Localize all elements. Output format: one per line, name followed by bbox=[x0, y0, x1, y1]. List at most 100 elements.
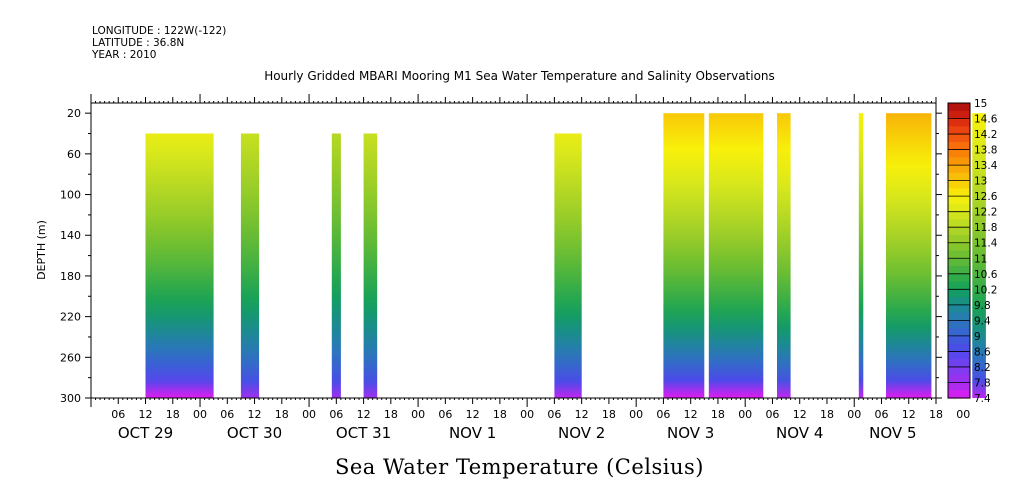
x-day-label: NOV 3 bbox=[667, 424, 714, 442]
x-hour-label: 18 bbox=[493, 408, 507, 421]
colorbar-label: 14.6 bbox=[974, 114, 998, 126]
y-axis: 20 60 100 140 180 220 260 300 bbox=[60, 107, 942, 405]
data-segment bbox=[886, 113, 932, 398]
colorbar-swatch bbox=[948, 141, 970, 151]
chart-title: Hourly Gridded MBARI Mooring M1 Sea Wate… bbox=[264, 69, 775, 83]
y-tick-label: 100 bbox=[60, 189, 81, 202]
x-day-label: OCT 30 bbox=[227, 424, 282, 442]
x-hour-label: 00 bbox=[738, 408, 752, 421]
colorbar-label: 13.4 bbox=[974, 160, 998, 172]
x-hour-label: 06 bbox=[874, 408, 888, 421]
colorbar-swatch bbox=[948, 211, 970, 221]
x-axis: 06 12 18 00 06 12 18 00 06 12 18 00 06 12 18 00 06 12 18 00… bbox=[90, 94, 970, 442]
data-segment bbox=[663, 113, 705, 398]
y-tick-label: 300 bbox=[60, 392, 81, 405]
y-tick-label: 20 bbox=[67, 107, 81, 120]
data-segment bbox=[972, 113, 986, 398]
x-hour-label: 06 bbox=[547, 408, 561, 421]
x-hour-label: 12 bbox=[139, 408, 153, 421]
colorbar-label: 10.6 bbox=[974, 269, 998, 281]
colorbar-label: 9 bbox=[974, 331, 981, 343]
x-hour-label: 18 bbox=[166, 408, 180, 421]
x-hour-label: 06 bbox=[329, 408, 343, 421]
colorbar-swatch bbox=[948, 242, 970, 252]
colorbar-swatch bbox=[948, 134, 970, 143]
x-hour-label: 18 bbox=[384, 408, 398, 421]
colorbar-swatch bbox=[948, 258, 970, 267]
colorbar-swatch bbox=[948, 335, 970, 345]
x-day-label: NOV 5 bbox=[869, 424, 916, 442]
x-hour-label: 06 bbox=[111, 408, 125, 421]
y-axis-title: DEPTH (m) bbox=[35, 220, 48, 280]
colorbar-swatch bbox=[948, 374, 970, 384]
x-hour-label: 18 bbox=[711, 408, 725, 421]
colorbar-swatch bbox=[948, 219, 970, 228]
x-hour-label: 12 bbox=[248, 408, 262, 421]
colorbar-label: 15 bbox=[974, 98, 987, 110]
x-hour-label: 00 bbox=[520, 408, 534, 421]
colorbar-swatch bbox=[948, 343, 970, 353]
y-tick-label: 220 bbox=[60, 311, 81, 324]
colorbar-swatch bbox=[948, 250, 970, 259]
year-label: YEAR : 2010 bbox=[92, 49, 157, 61]
data-segments bbox=[145, 113, 986, 398]
y-tick-label: 60 bbox=[67, 148, 81, 161]
x-day-label: NOV 2 bbox=[558, 424, 605, 442]
colorbar-swatch bbox=[948, 110, 970, 120]
x-hour-label: 18 bbox=[275, 408, 289, 421]
x-hour-label: 06 bbox=[220, 408, 234, 421]
x-hour-label: 18 bbox=[929, 408, 943, 421]
latitude-label: LATITUDE : 36.8N bbox=[92, 37, 185, 49]
data-segment bbox=[858, 113, 864, 398]
colorbar-swatch bbox=[948, 328, 970, 337]
colorbar-label: 9.8 bbox=[974, 300, 991, 312]
colorbar-swatch bbox=[948, 172, 970, 182]
x-hour-label: 18 bbox=[820, 408, 834, 421]
colorbar-swatch bbox=[948, 382, 970, 391]
colorbar-label: 11.4 bbox=[974, 238, 998, 250]
x-hour-label: 12 bbox=[357, 408, 371, 421]
data-segment bbox=[331, 133, 341, 398]
data-segment bbox=[145, 133, 214, 398]
colorbar-label: 10.2 bbox=[974, 284, 997, 296]
colorbar-label: 7.8 bbox=[974, 377, 991, 389]
data-segment bbox=[363, 133, 378, 398]
colorbar-swatch bbox=[948, 320, 970, 329]
colorbar-swatch bbox=[948, 359, 970, 368]
y-tick-label: 260 bbox=[60, 351, 81, 364]
x-day-label: NOV 1 bbox=[449, 424, 496, 442]
x-hour-label: 06 bbox=[438, 408, 452, 421]
longitude-label: LONGITUDE : 122W(-122) bbox=[92, 25, 227, 37]
colorbar-swatch bbox=[948, 196, 970, 205]
y-tick-label: 180 bbox=[60, 270, 81, 283]
colorbar-swatch bbox=[948, 188, 970, 197]
colorbar-swatch bbox=[948, 149, 970, 158]
colorbar-swatch bbox=[948, 366, 970, 376]
colorbar-label: 8.2 bbox=[974, 362, 991, 374]
x-hour-label: 00 bbox=[956, 408, 970, 421]
colorbar-label: 11 bbox=[974, 253, 987, 265]
colorbar-label: 12.2 bbox=[974, 207, 997, 219]
x-hour-label: 06 bbox=[656, 408, 670, 421]
x-hour-label: 00 bbox=[193, 408, 207, 421]
x-hour-label: 12 bbox=[575, 408, 589, 421]
colorbar-label: 13 bbox=[974, 176, 987, 188]
y-tick-label: 140 bbox=[60, 229, 81, 242]
data-segment bbox=[777, 113, 791, 398]
x-hour-label: 12 bbox=[466, 408, 480, 421]
x-hour-label: 12 bbox=[684, 408, 698, 421]
colorbar-swatch bbox=[948, 390, 970, 399]
x-hour-label: 00 bbox=[629, 408, 643, 421]
colorbar-label: 11.8 bbox=[974, 222, 997, 234]
colorbar-swatch bbox=[948, 304, 970, 314]
colorbar-swatch bbox=[948, 281, 970, 290]
colorbar-label: 7.4 bbox=[974, 393, 991, 405]
colorbar-swatch bbox=[948, 273, 970, 283]
colorbar-label: 12.6 bbox=[974, 191, 998, 203]
colorbar-swatch bbox=[948, 165, 970, 174]
colorbar-label: 13.8 bbox=[974, 145, 997, 157]
colorbar-label: 8.6 bbox=[974, 346, 991, 358]
x-axis-title: Sea Water Temperature (Celsius) bbox=[334, 455, 704, 479]
colorbar-swatch bbox=[948, 297, 970, 306]
